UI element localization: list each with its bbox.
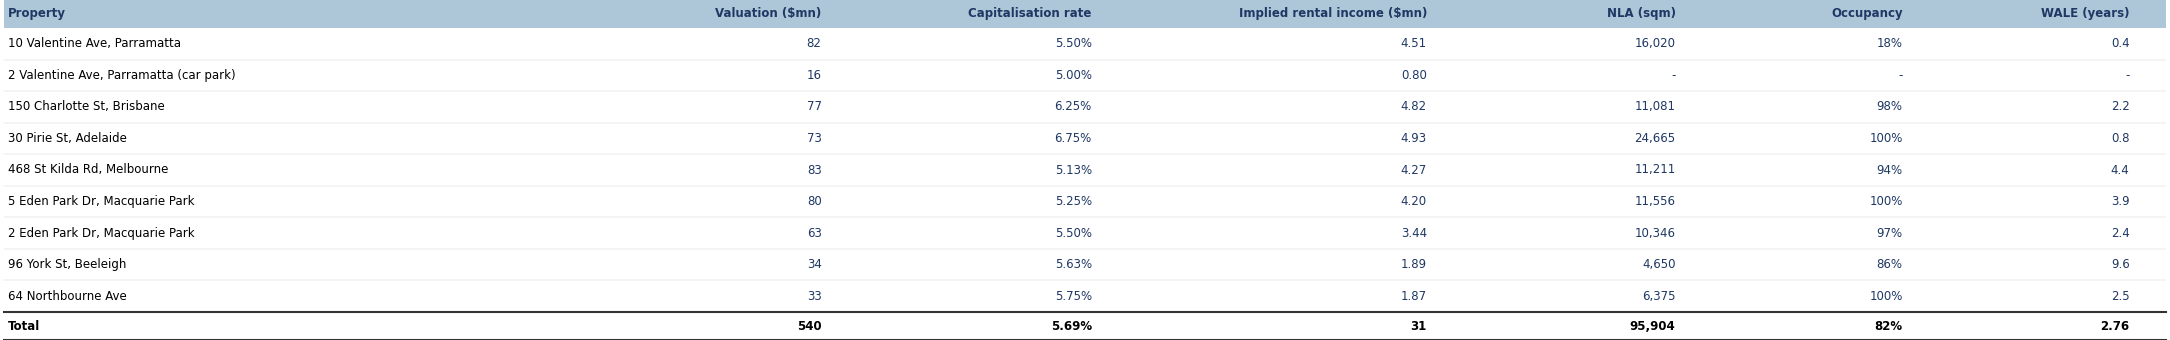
Text: Valuation ($mn): Valuation ($mn)	[716, 7, 822, 20]
Text: 6.75%: 6.75%	[1055, 132, 1092, 145]
Text: 0.4: 0.4	[2111, 37, 2129, 50]
Text: 0.80: 0.80	[1402, 69, 1428, 82]
Text: 95,904: 95,904	[1630, 320, 1675, 333]
Text: 5.50%: 5.50%	[1055, 227, 1092, 240]
Text: 4.93: 4.93	[1402, 132, 1428, 145]
Text: 10 Valentine Ave, Parramatta: 10 Valentine Ave, Parramatta	[9, 37, 180, 50]
Text: Occupancy: Occupancy	[1831, 7, 1903, 20]
Text: 10,346: 10,346	[1634, 227, 1675, 240]
Text: 82: 82	[807, 37, 822, 50]
Text: 80: 80	[807, 195, 822, 208]
Text: 96 York St, Beeleigh: 96 York St, Beeleigh	[9, 258, 126, 271]
Text: 9.6: 9.6	[2111, 258, 2129, 271]
Text: 100%: 100%	[1868, 290, 1903, 303]
Text: 4.4: 4.4	[2111, 164, 2129, 176]
Text: 98%: 98%	[1877, 100, 1903, 113]
Text: -: -	[2124, 69, 2129, 82]
Text: 1.87: 1.87	[1402, 290, 1428, 303]
Text: 100%: 100%	[1868, 195, 1903, 208]
Text: 6,375: 6,375	[1643, 290, 1675, 303]
Bar	[4, 280, 2166, 312]
Bar	[4, 28, 2166, 60]
Text: 2.76: 2.76	[2101, 320, 2129, 333]
Text: 11,556: 11,556	[1634, 195, 1675, 208]
Text: 16,020: 16,020	[1634, 37, 1675, 50]
Bar	[4, 249, 2166, 280]
Text: 2.2: 2.2	[2111, 100, 2129, 113]
Text: Capitalisation rate: Capitalisation rate	[968, 7, 1092, 20]
Text: 94%: 94%	[1877, 164, 1903, 176]
Text: 540: 540	[796, 320, 822, 333]
Text: -: -	[1671, 69, 1675, 82]
Text: 2.4: 2.4	[2111, 227, 2129, 240]
Text: 4,650: 4,650	[1643, 258, 1675, 271]
Text: 6.25%: 6.25%	[1055, 100, 1092, 113]
Text: 31: 31	[1410, 320, 1428, 333]
Text: 11,211: 11,211	[1634, 164, 1675, 176]
Text: 77: 77	[807, 100, 822, 113]
Text: 5.50%: 5.50%	[1055, 37, 1092, 50]
Text: 468 St Kilda Rd, Melbourne: 468 St Kilda Rd, Melbourne	[9, 164, 169, 176]
Text: Total: Total	[9, 320, 41, 333]
Text: 5.75%: 5.75%	[1055, 290, 1092, 303]
Text: Property: Property	[9, 7, 65, 20]
Bar	[4, 91, 2166, 123]
Text: 4.27: 4.27	[1400, 164, 1428, 176]
Text: 73: 73	[807, 132, 822, 145]
Bar	[4, 0, 2166, 28]
Text: 30 Pirie St, Adelaide: 30 Pirie St, Adelaide	[9, 132, 126, 145]
Text: WALE (years): WALE (years)	[2042, 7, 2129, 20]
Text: 33: 33	[807, 290, 822, 303]
Bar	[4, 312, 2166, 340]
Text: 3.44: 3.44	[1402, 227, 1428, 240]
Text: 86%: 86%	[1877, 258, 1903, 271]
Text: 150 Charlotte St, Brisbane: 150 Charlotte St, Brisbane	[9, 100, 165, 113]
Text: NLA (sqm): NLA (sqm)	[1606, 7, 1675, 20]
Text: 97%: 97%	[1877, 227, 1903, 240]
Text: 18%: 18%	[1877, 37, 1903, 50]
Text: 1.89: 1.89	[1402, 258, 1428, 271]
Bar	[4, 59, 2166, 91]
Text: 82%: 82%	[1875, 320, 1903, 333]
Text: 34: 34	[807, 258, 822, 271]
Text: 5.00%: 5.00%	[1055, 69, 1092, 82]
Text: 24,665: 24,665	[1634, 132, 1675, 145]
Text: -: -	[1899, 69, 1903, 82]
Text: 16: 16	[807, 69, 822, 82]
Bar	[4, 217, 2166, 249]
Text: 4.51: 4.51	[1402, 37, 1428, 50]
Text: 64 Northbourne Ave: 64 Northbourne Ave	[9, 290, 126, 303]
Text: 5.63%: 5.63%	[1055, 258, 1092, 271]
Text: 5.13%: 5.13%	[1055, 164, 1092, 176]
Bar	[4, 154, 2166, 186]
Bar	[4, 186, 2166, 217]
Text: 4.82: 4.82	[1402, 100, 1428, 113]
Bar	[4, 123, 2166, 154]
Text: 3.9: 3.9	[2111, 195, 2129, 208]
Text: 2.5: 2.5	[2111, 290, 2129, 303]
Text: 2 Eden Park Dr, Macquarie Park: 2 Eden Park Dr, Macquarie Park	[9, 227, 195, 240]
Text: 11,081: 11,081	[1634, 100, 1675, 113]
Text: 63: 63	[807, 227, 822, 240]
Text: 5 Eden Park Dr, Macquarie Park: 5 Eden Park Dr, Macquarie Park	[9, 195, 195, 208]
Text: 83: 83	[807, 164, 822, 176]
Text: 2 Valentine Ave, Parramatta (car park): 2 Valentine Ave, Parramatta (car park)	[9, 69, 237, 82]
Text: 0.8: 0.8	[2111, 132, 2129, 145]
Text: Implied rental income ($mn): Implied rental income ($mn)	[1239, 7, 1428, 20]
Text: 4.20: 4.20	[1402, 195, 1428, 208]
Text: 5.25%: 5.25%	[1055, 195, 1092, 208]
Text: 5.69%: 5.69%	[1050, 320, 1092, 333]
Text: 100%: 100%	[1868, 132, 1903, 145]
